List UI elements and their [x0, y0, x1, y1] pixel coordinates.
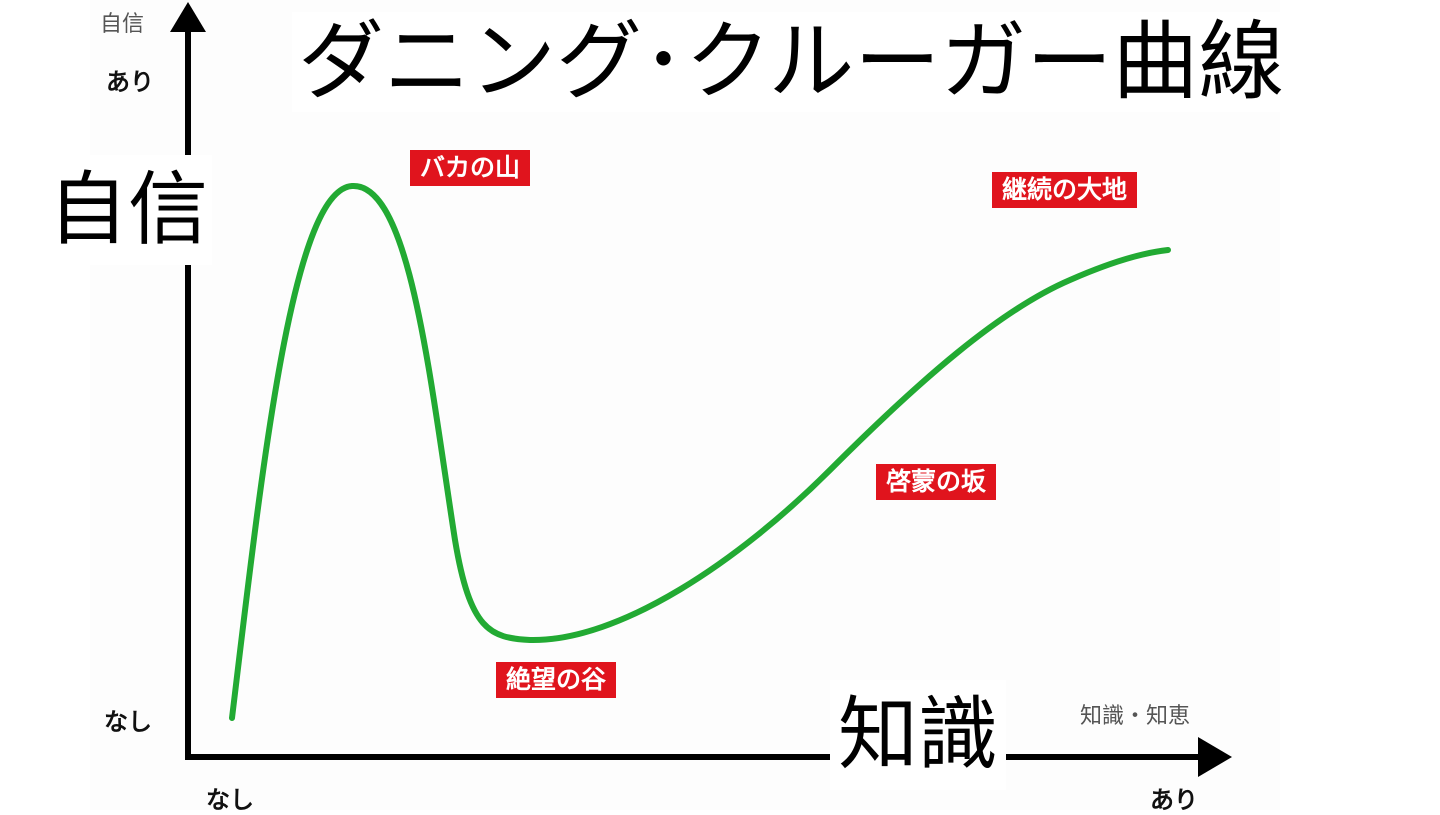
stage-tag-peak: バカの山: [410, 150, 531, 186]
y-axis-small-label: 自信: [100, 12, 145, 37]
y-axis-title: 自信: [44, 155, 212, 265]
diagram-panel: [90, 0, 1280, 810]
x-axis-end-value: あり: [1150, 786, 1198, 814]
x-axis-start-value: なし: [206, 786, 254, 814]
confidence-curve: [229, 182, 1171, 721]
x-axis-arrow-icon: [1198, 737, 1232, 777]
stage-tag-valley: 絶望の谷: [496, 662, 617, 698]
x-axis-small-label: 知識・知恵: [1080, 704, 1191, 729]
page-title: ダニング･クルーガー曲線: [292, 12, 1291, 112]
stage-tag-plateau: 継続の大地: [992, 172, 1138, 208]
y-axis-bottom-value: なし: [104, 708, 152, 736]
y-axis-top-value: あり: [106, 68, 154, 96]
x-axis-title: 知識: [830, 680, 1006, 790]
y-axis-arrow-icon: [170, 2, 206, 32]
stage-tag-slope: 啓蒙の坂: [876, 464, 997, 500]
